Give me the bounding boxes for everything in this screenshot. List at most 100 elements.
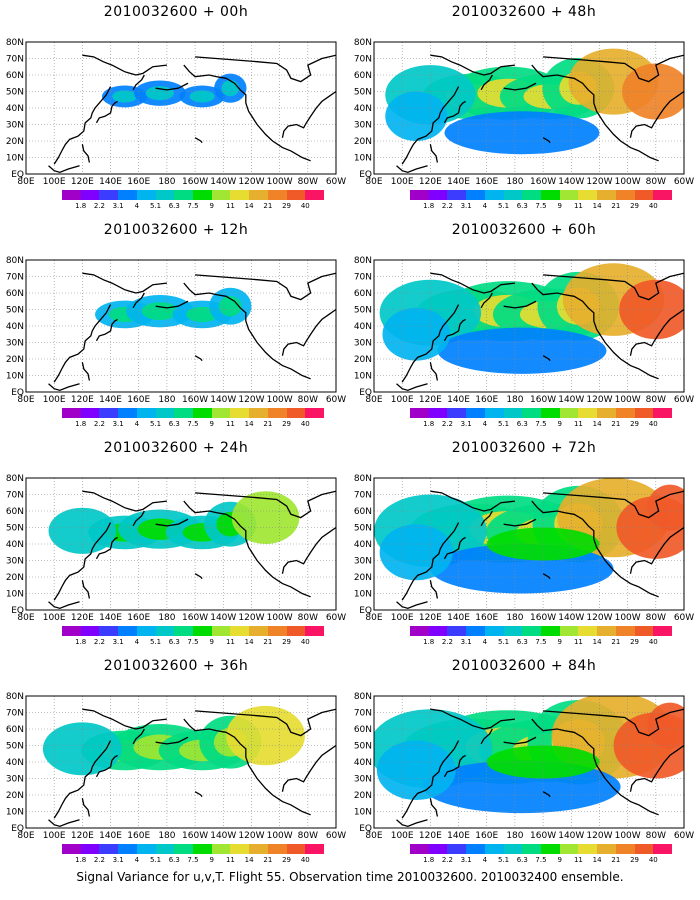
colorbar-label: 5.1 [497,856,510,864]
latitude-label: 60N [6,289,24,299]
latitude-label: 30N [6,339,24,349]
colorbar-label: 9 [557,202,562,210]
colorbar-swatch [136,408,156,418]
longitude-label: 140E [99,613,122,623]
coastline [396,383,428,392]
colorbar-label: 3.1 [112,202,124,210]
colorbar-swatch [634,190,654,200]
coastline [81,362,91,381]
colorbar-label: 7.5 [535,638,547,646]
latitude-label: 30N [6,775,24,785]
colorbar-swatch [267,190,287,200]
map-panel: 2010032600 + 00h 80N 70N 60N 50N 40N 30N 20N 10N… [6,0,346,222]
colorbar-swatch [522,190,542,200]
longitude-label: 140E [447,395,470,405]
colorbar-swatch [653,190,673,200]
map-frame [373,41,685,175]
colorbar-swatch [541,190,560,200]
colorbar [410,626,673,636]
colorbar-swatch [118,844,137,854]
coastline [81,144,91,163]
coastline [396,819,428,828]
colorbar-swatch [99,626,119,636]
colorbar-swatch [503,408,523,418]
colorbar-swatch [653,626,673,636]
coastline [543,54,684,83]
colorbar-swatch [522,626,542,636]
latitude-label: 70N [354,55,372,65]
colorbar-label: 11 [225,856,235,864]
coastline [503,300,537,309]
colorbar-label: 40 [648,856,658,864]
coastline [195,708,336,737]
map-frame [25,477,337,611]
colorbar-label: 40 [648,420,658,428]
latitude-label: 40N [6,104,24,114]
panel-title: 2010032600 + 24h [103,440,249,456]
colorbar-swatch [267,626,287,636]
colorbar-label: 5.1 [149,202,162,210]
colorbar-label: 4 [134,638,140,646]
figure-caption: Signal Variance for u,v,T. Flight 55. Ob… [76,870,624,884]
latitude-label: EQ [11,170,24,180]
colorbar [410,190,673,200]
colorbar-label: 29 [630,202,640,210]
colorbar-label: 2.2 [441,420,453,428]
colorbar-label: 2.2 [441,638,453,646]
longitude-label: 120W [238,613,264,623]
coastline [132,728,145,745]
latitude-label: 10N [6,372,24,382]
colorbar-label: 1.8 [75,856,87,864]
variance-contour [221,80,240,97]
variance-contour [647,484,684,531]
coastline [443,318,466,342]
colorbar-label: 5.1 [149,420,162,428]
colorbar-swatch [62,844,81,854]
coastline [195,54,336,83]
latitude-label: 70N [6,709,24,719]
colorbar-swatch [615,190,635,200]
map-frame [373,477,685,611]
coastline [503,736,537,745]
longitude-label: 140E [99,831,122,841]
coastline [542,573,551,580]
colorbar-label: 14 [592,420,602,428]
longitude-label: 120E [71,177,94,187]
colorbar-swatch [578,626,598,636]
colorbar-swatch [466,190,485,200]
colorbar-label: 14 [244,202,254,210]
coastline [183,282,311,380]
colorbar-label: 6.3 [168,638,180,646]
panel-title: 2010032600 + 60h [451,222,597,238]
longitude-label: 160W [182,613,208,623]
colorbar-swatch [410,844,429,854]
colorbar-label: 40 [300,638,310,646]
panel-title: 2010032600 + 12h [103,222,249,238]
colorbar-label: 29 [282,638,292,646]
colorbar-label: 4 [482,856,488,864]
latitude-label: EQ [11,606,24,616]
colorbar-label: 3.1 [112,856,124,864]
colorbar-swatch [503,626,523,636]
longitude-label: 120W [586,613,612,623]
latitude-label: 50N [6,306,24,316]
colorbar-label: 4 [482,202,488,210]
colorbar-label: 3.1 [460,420,472,428]
colorbar-labels: 1.8 2.2 3.1 4 5.1 6.3 7.5 9 11 14 21 29 40 [410,638,672,648]
longitude-label: 140W [210,395,236,405]
latitude-label: 70N [354,273,372,283]
colorbar-swatch [597,408,616,418]
colorbar-label: 4 [482,638,488,646]
longitude-label: 120E [71,613,94,623]
coastline [53,522,112,601]
latitude-label: 10N [6,808,24,818]
longitude-label: 100W [267,395,293,405]
colorbar [410,844,673,854]
coastline [53,304,112,383]
colorbar-label: 29 [282,420,292,428]
colorbar-swatch [484,844,504,854]
coastline [132,510,145,527]
longitude-label: 100E [391,613,414,623]
colorbar-label: 2.2 [93,856,105,864]
